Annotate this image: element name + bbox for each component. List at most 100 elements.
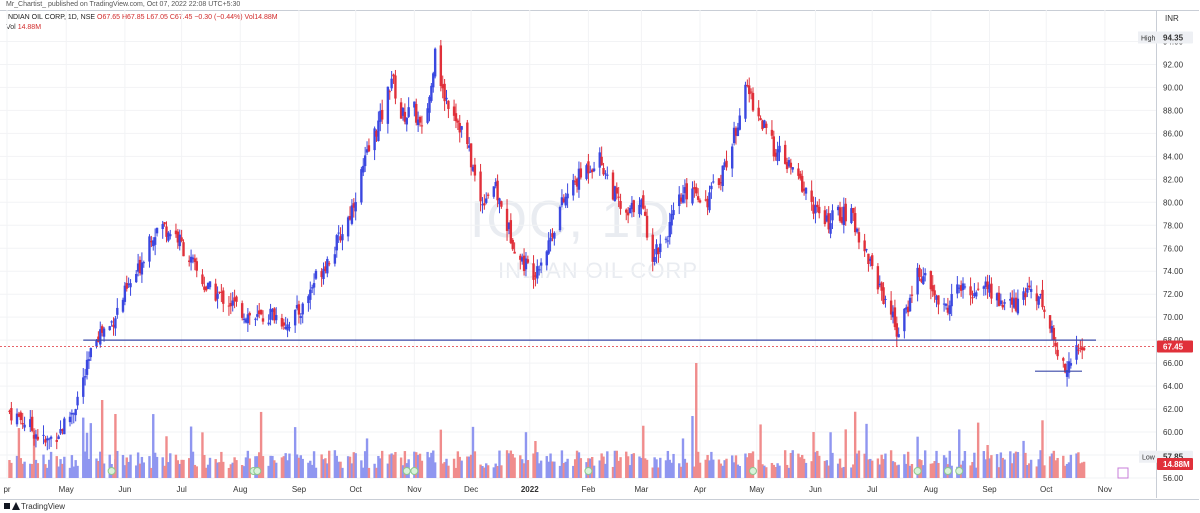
candle-body (643, 211, 647, 216)
volume-bar (765, 467, 768, 478)
volume-spike (812, 432, 815, 478)
volume-bar (545, 456, 548, 478)
volume-bar (827, 465, 830, 478)
volume-bar (1069, 454, 1073, 478)
candle-body (208, 281, 212, 288)
volume-bar (721, 465, 724, 478)
volume-bar (233, 457, 236, 478)
volume-bar (566, 458, 569, 478)
volume-bar (884, 453, 887, 478)
published-line: Mr_Chartist_ published on TradingView.co… (6, 1, 241, 8)
candle-body (850, 208, 853, 223)
volume-bar (774, 466, 777, 478)
volume-bar (997, 467, 1001, 478)
volume-bar (301, 458, 304, 478)
candle-body (362, 165, 365, 173)
candle-body (413, 101, 416, 108)
candle-body (734, 128, 738, 136)
candle-body (1022, 291, 1025, 300)
x-tick-label: Dec (464, 485, 478, 494)
volume-bar (341, 467, 344, 478)
candle-body (1014, 297, 1018, 311)
volume-bar (452, 458, 456, 478)
candle-body (1052, 327, 1056, 341)
watermark-symbol: IOC, 1D (470, 191, 672, 249)
candle-body (804, 187, 808, 194)
candle-body (269, 308, 272, 320)
volume-bar (1014, 451, 1018, 478)
candle-body (182, 242, 185, 257)
volume-bar (973, 452, 976, 478)
y-tick-label: 80.00 (1163, 198, 1184, 207)
x-tick-label: 2022 (521, 485, 539, 494)
volume-bar (1016, 452, 1020, 478)
candle-body (428, 96, 431, 113)
event-marker (410, 467, 419, 475)
volume-bar (176, 460, 180, 478)
volume-bar (492, 467, 496, 478)
candle-body (638, 204, 641, 215)
candle-body (379, 110, 382, 122)
volume-bar (553, 461, 556, 478)
volume-bar (293, 427, 297, 478)
candle-body (560, 197, 564, 206)
candle-body (895, 323, 898, 337)
volume-bar (880, 454, 883, 478)
y-tick-label: 78.00 (1163, 221, 1184, 230)
volume-bar (286, 460, 289, 478)
candle-body (812, 204, 815, 214)
footer-brand[interactable]: TradingView (4, 499, 65, 513)
volume-bar (458, 456, 461, 478)
candle-body (923, 273, 927, 276)
candle-body (1054, 342, 1057, 346)
candle-body (129, 283, 132, 288)
last-price-tag: 67.45 (1163, 342, 1184, 351)
volume-bar (655, 459, 658, 478)
candle-body (604, 173, 607, 175)
candle-body (377, 120, 380, 142)
candle-body (836, 206, 840, 211)
candle-body (520, 257, 524, 262)
volume-bar (169, 453, 172, 478)
volume-bar (433, 462, 437, 478)
volume-bar (696, 451, 700, 478)
candle-body (625, 209, 628, 213)
volume-bar (386, 463, 390, 478)
volume-bar (68, 467, 72, 478)
volume-bar (664, 460, 668, 478)
candle-body (1003, 302, 1006, 304)
candle-body (244, 319, 248, 323)
volume-bar (638, 456, 641, 478)
candle-body (598, 152, 601, 168)
volume-bar (500, 465, 503, 478)
chart-frame (0, 10, 1199, 500)
candle-body (545, 251, 548, 266)
candle-body (1001, 304, 1004, 308)
volume-bar (653, 457, 656, 478)
volume-bar (471, 426, 475, 478)
candle-body (999, 300, 1003, 305)
candle-body (797, 168, 800, 176)
candle-body (783, 144, 787, 164)
volume-bar (958, 429, 961, 478)
volume-bar (15, 455, 19, 478)
event-marker (402, 467, 411, 475)
candle-body (29, 419, 32, 428)
candle-body (346, 217, 350, 237)
volume-bar (630, 454, 634, 478)
volume-bar (657, 467, 660, 478)
candle-body (301, 303, 304, 315)
volume-bar (1050, 453, 1054, 478)
volume-tag-bg (1157, 458, 1193, 470)
volume-bar (869, 458, 872, 478)
volume-bar (34, 459, 38, 478)
volume-bar (863, 453, 866, 478)
candle-body (738, 115, 741, 130)
volume-bar (598, 460, 601, 478)
candle-body (193, 258, 197, 263)
volume-bar (982, 451, 986, 478)
volume-bar (600, 453, 603, 478)
candle-body (288, 327, 291, 329)
candle-body (829, 223, 832, 234)
